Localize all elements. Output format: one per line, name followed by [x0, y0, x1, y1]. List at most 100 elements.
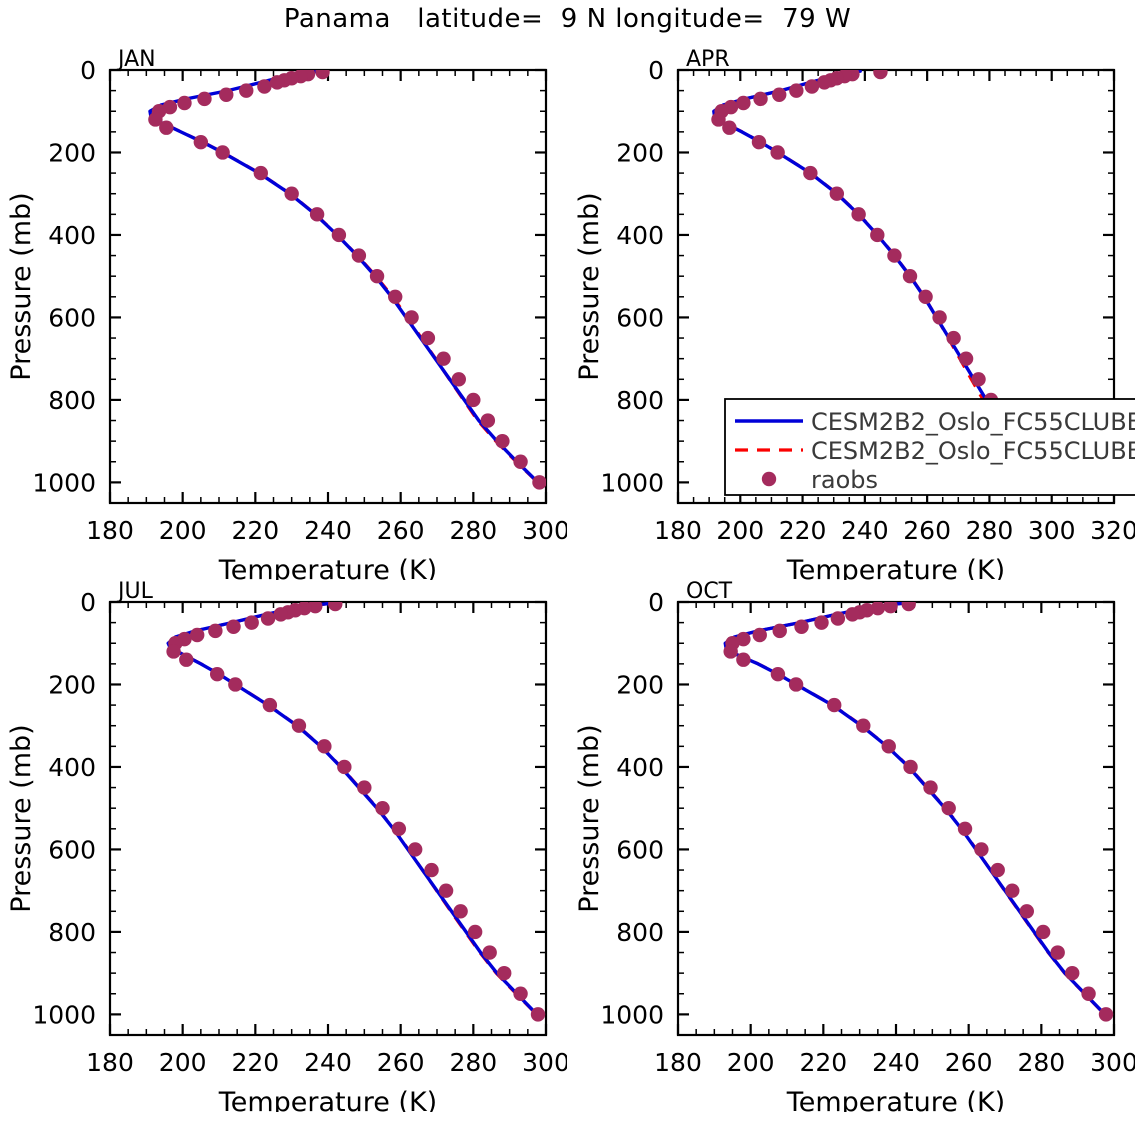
data-point [337, 759, 352, 775]
x-tick-label: 300 [522, 516, 567, 545]
data-point [804, 79, 820, 94]
panel-label: OCT [686, 580, 733, 604]
data-point [260, 611, 276, 626]
data-point [1050, 945, 1065, 960]
data-point [269, 75, 285, 90]
data-point [467, 924, 483, 940]
x-tick-label: 300 [1028, 516, 1076, 545]
y-tick-label: 800 [48, 386, 96, 415]
data-point [856, 718, 871, 733]
x-tick-label: 220 [231, 516, 279, 545]
y-tick-label: 600 [48, 303, 96, 332]
data-point [253, 165, 268, 181]
data-point [946, 330, 961, 346]
data-point [788, 677, 804, 692]
panel-oct: 180 200 220 240 260 280 300 0 200 400 600 800 1000 Te… [568, 580, 1135, 1112]
data-point [513, 986, 528, 1001]
legend: CESM2B2_Oslo_FC55CLUBBCESM2B2_Oslo_FC55C… [724, 398, 1135, 496]
plot-frame [108, 600, 548, 1037]
plot-frame [676, 600, 1116, 1037]
x-tick-label: 180 [654, 1048, 702, 1077]
y-tick-label: 800 [616, 386, 664, 415]
series-markers-raobs [148, 70, 546, 490]
panel-apr: 180 200 220 240 260 280 300 320 0 200 400 600 800 100… [568, 48, 1135, 580]
data-point [436, 351, 451, 366]
x-tick-label: 240 [872, 1048, 920, 1077]
x-tick-label: 260 [377, 1048, 425, 1077]
data-point [830, 611, 846, 626]
data-point [328, 602, 343, 612]
y-tick-label: 200 [48, 670, 96, 699]
panel-label: JAN [116, 48, 156, 72]
data-point [1019, 904, 1034, 919]
data-point [162, 99, 178, 115]
series-markers-raobs [711, 70, 1061, 490]
data-point [424, 862, 439, 878]
x-tick-label: 200 [159, 516, 207, 545]
x-axis-title: Temperature (K) [786, 555, 1005, 580]
y-tick-label: 800 [48, 918, 96, 947]
data-point [1065, 965, 1080, 981]
data-point [438, 883, 454, 898]
data-point [190, 627, 205, 643]
data-point [794, 619, 809, 634]
data-point [197, 91, 212, 107]
data-point [408, 842, 423, 857]
x-tick-label: 260 [903, 516, 951, 545]
data-point [177, 95, 192, 111]
data-point [753, 91, 768, 107]
y-axis-title: Pressure (mb) [6, 192, 37, 380]
data-point [814, 615, 829, 630]
data-point [159, 120, 174, 135]
data-point [257, 79, 272, 94]
data-point [990, 862, 1005, 878]
series-line-clubb [148, 70, 540, 485]
legend-label: CESM2B2_Oslo_FC55CLUBB_finid [811, 437, 1135, 465]
series-line-clubb [723, 602, 1107, 1017]
x-tick-label: 280 [966, 516, 1014, 545]
y-tick-label: 1000 [600, 468, 664, 497]
x-tick-label: 180 [86, 516, 134, 545]
data-point [957, 821, 973, 837]
panel-jan: 180 200 220 240 260 280 300 0 200 400 600 800 1000 Te… [0, 48, 567, 580]
y-axis-title: Pressure (mb) [574, 724, 605, 912]
data-point [219, 87, 234, 102]
panel-label: APR [686, 48, 730, 72]
data-point [209, 666, 225, 682]
x-tick-label: 180 [654, 516, 702, 545]
data-point [391, 821, 407, 837]
data-point [315, 70, 330, 80]
data-point [239, 83, 254, 98]
data-point [482, 945, 497, 960]
data-point [873, 70, 888, 80]
data-point [958, 351, 974, 366]
x-tick-label: 320 [1090, 516, 1135, 545]
y-tick-label: 200 [48, 138, 96, 167]
data-point [918, 289, 933, 305]
data-point [166, 644, 181, 659]
data-point [827, 697, 842, 713]
data-point [309, 207, 325, 222]
legend-swatch-raobs [761, 471, 777, 487]
data-point [829, 186, 845, 201]
figure-title: Panama latitude= 9 N longitude= 79 W [283, 4, 852, 34]
x-tick-label: 260 [945, 1048, 993, 1077]
y-tick-label: 400 [616, 753, 664, 782]
data-point [228, 677, 243, 692]
y-tick-label: 0 [648, 588, 664, 617]
data-point [770, 666, 786, 682]
legend-label: CESM2B2_Oslo_FC55CLUBB [811, 408, 1135, 436]
data-point [215, 145, 230, 160]
data-point [1035, 924, 1051, 940]
y-axis-title: Pressure (mb) [574, 192, 605, 380]
x-axis-title: Temperature (K) [218, 555, 437, 580]
data-point [244, 615, 259, 630]
y-tick-label: 400 [616, 221, 664, 250]
x-tick-label: 240 [841, 516, 889, 545]
x-tick-label: 220 [779, 516, 827, 545]
data-point [941, 800, 956, 816]
x-tick-label: 280 [1017, 1048, 1065, 1077]
data-point [513, 454, 528, 469]
y-tick-label: 800 [616, 918, 664, 947]
x-tick-label: 220 [231, 1048, 279, 1077]
